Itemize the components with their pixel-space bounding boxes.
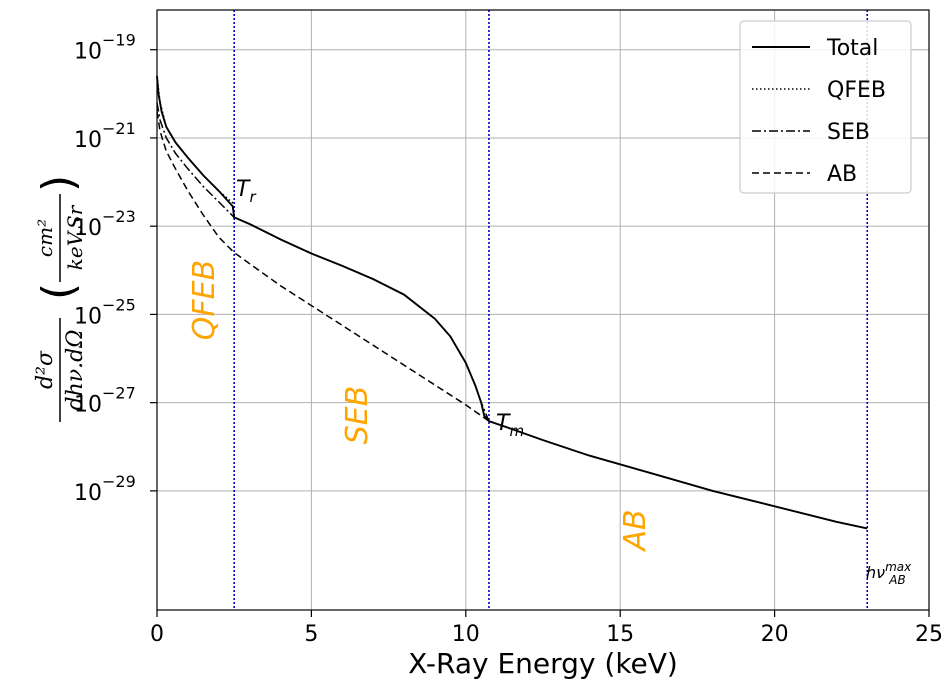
y-tick-label: 10−19 <box>74 31 136 65</box>
x-tick-label: 5 <box>304 622 318 647</box>
series-line-qfeb <box>156 76 235 205</box>
region-label-ab: AB <box>618 509 653 552</box>
legend: Total QFEB SEB AB <box>739 20 912 194</box>
annotation-tr: Tr <box>236 177 256 206</box>
series-line-ab <box>156 111 490 422</box>
region-label-seb: SEB <box>340 386 375 445</box>
x-tick-label: 25 <box>915 622 943 647</box>
plot-frame <box>156 9 930 611</box>
y-axis-title: d²σ dhν.dΩ ( cm² keV.Sr ) <box>33 175 88 422</box>
y-axis-ticks: 10−19 10−21 10−23 10−25 10−27 10−29 <box>74 31 157 506</box>
x-tick-label: 20 <box>761 622 789 647</box>
plot-series <box>156 76 868 530</box>
y-label-numerator: d²σ <box>33 350 58 389</box>
y-label-close-paren: ) <box>33 175 84 192</box>
y-label-unit-numerator: cm² <box>33 219 57 257</box>
y-label-open-paren: ( <box>33 283 84 300</box>
legend-label-ab: AB <box>827 162 857 187</box>
x-axis-ticks: 0 5 10 15 20 25 <box>150 610 943 647</box>
y-tick-label: 10−23 <box>74 207 136 241</box>
legend-box <box>739 20 912 194</box>
y-tick-label: 10−21 <box>74 119 136 153</box>
y-tick-label: 10−25 <box>74 295 136 329</box>
legend-label-qfeb: QFEB <box>827 78 886 103</box>
annotation-tm: Tm <box>496 411 524 440</box>
y-label-unit-denominator: keV.Sr <box>63 204 87 270</box>
legend-label-seb: SEB <box>827 120 870 145</box>
region-label-qfeb: QFEB <box>187 260 222 340</box>
legend-label-total: Total <box>826 36 878 61</box>
x-tick-label: 0 <box>150 622 164 647</box>
y-tick-label: 10−29 <box>74 472 136 506</box>
x-axis-title: X-Ray Energy (keV) <box>408 647 678 680</box>
y-label-denominator: dhν.dΩ <box>63 330 88 411</box>
series-line-seb <box>156 102 490 422</box>
x-tick-label: 10 <box>452 622 480 647</box>
x-tick-label: 15 <box>606 622 634 647</box>
annotation-hnu-max: hνmax AB <box>866 560 912 587</box>
y-tick-label: 10−27 <box>74 384 136 418</box>
